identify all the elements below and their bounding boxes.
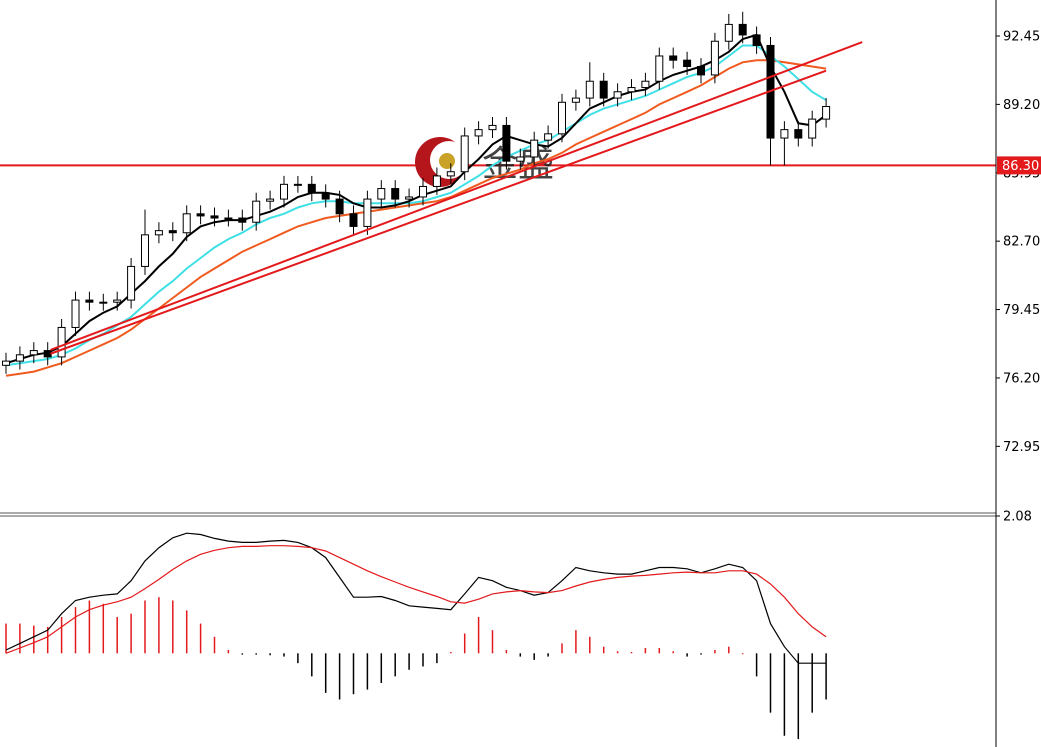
- candle-body: [460, 135, 469, 173]
- candle-body: [349, 213, 358, 227]
- y-tick-label: 79.45: [1003, 303, 1040, 318]
- macd-panel: [5, 532, 827, 740]
- candle-body: [99, 301, 108, 304]
- trendline: [50, 41, 863, 351]
- candle-body: [29, 350, 38, 356]
- candle-body: [627, 87, 636, 93]
- candle-body: [710, 40, 719, 76]
- candle-body: [391, 188, 400, 200]
- candle-body: [558, 101, 566, 135]
- candle-body: [516, 156, 525, 162]
- candle-body: [154, 230, 163, 236]
- candle-body: [474, 129, 483, 137]
- candle-body: [488, 124, 497, 131]
- y-tick-label: 76.20: [1003, 371, 1040, 386]
- price-label-box: [997, 156, 1041, 175]
- candle-body: [724, 23, 733, 42]
- candle-body: [808, 118, 817, 139]
- trendline: [50, 69, 827, 355]
- line: [5, 33, 827, 365]
- candle-body: [697, 65, 705, 76]
- candle-body: [363, 198, 372, 227]
- candle-body: [377, 188, 386, 200]
- candle-body: [85, 299, 94, 303]
- candle-body: [335, 198, 344, 215]
- candle-body: [57, 326, 66, 358]
- candle-body: [585, 80, 594, 99]
- candle-body: [446, 171, 455, 177]
- candle-body: [544, 133, 553, 141]
- candle-body: [655, 55, 664, 82]
- candle-body: [266, 198, 275, 202]
- candle-body: [113, 299, 122, 303]
- candle-body: [613, 91, 622, 99]
- candle-body: [794, 129, 803, 139]
- candle-body: [419, 185, 427, 198]
- candle-body: [71, 299, 80, 328]
- candle-body: [141, 234, 149, 267]
- candle-body: [15, 354, 24, 362]
- candle-body: [669, 55, 678, 61]
- logo-dot: [439, 153, 455, 169]
- candle-body: [405, 196, 414, 200]
- line: [5, 44, 827, 367]
- candle-body: [530, 139, 539, 158]
- candle-body: [780, 129, 789, 139]
- candle-body: [502, 124, 511, 162]
- candle-body: [43, 350, 52, 358]
- candle-body: [752, 34, 761, 46]
- line: [5, 545, 827, 654]
- candle-body: [196, 213, 205, 217]
- candle-body: [321, 192, 330, 200]
- y-tick-label: 89.20: [1003, 98, 1040, 113]
- candle-body: [599, 80, 608, 99]
- candle-body: [307, 183, 316, 194]
- candle-body: [252, 200, 261, 223]
- candle-body: [210, 215, 219, 219]
- candle-body: [238, 217, 247, 223]
- y-tick-label: 2.08: [1003, 510, 1032, 525]
- main-panel: [2, 11, 863, 377]
- candle-body: [280, 183, 288, 200]
- candle-body: [168, 230, 177, 234]
- y-tick-label: 72.95: [1003, 440, 1040, 455]
- candle-body: [293, 183, 302, 186]
- candle-body: [571, 97, 580, 103]
- y-tick-label: 82.70: [1003, 235, 1040, 250]
- axis-layer: 72.9576.2079.4582.7085.9589.2092.4586.30…: [996, 29, 1041, 525]
- candle-body: [2, 360, 10, 366]
- candle-body: [822, 105, 831, 120]
- y-tick-label: 92.45: [1003, 29, 1040, 44]
- candle-body: [182, 213, 191, 234]
- candle-body: [224, 217, 233, 220]
- candle-body: [683, 59, 692, 67]
- candle-body: [641, 80, 650, 89]
- price-label: 86.30: [1002, 159, 1039, 174]
- candle-body: [738, 23, 747, 36]
- candle-body: [432, 175, 441, 187]
- candle-body: [127, 265, 136, 301]
- line: [5, 532, 827, 664]
